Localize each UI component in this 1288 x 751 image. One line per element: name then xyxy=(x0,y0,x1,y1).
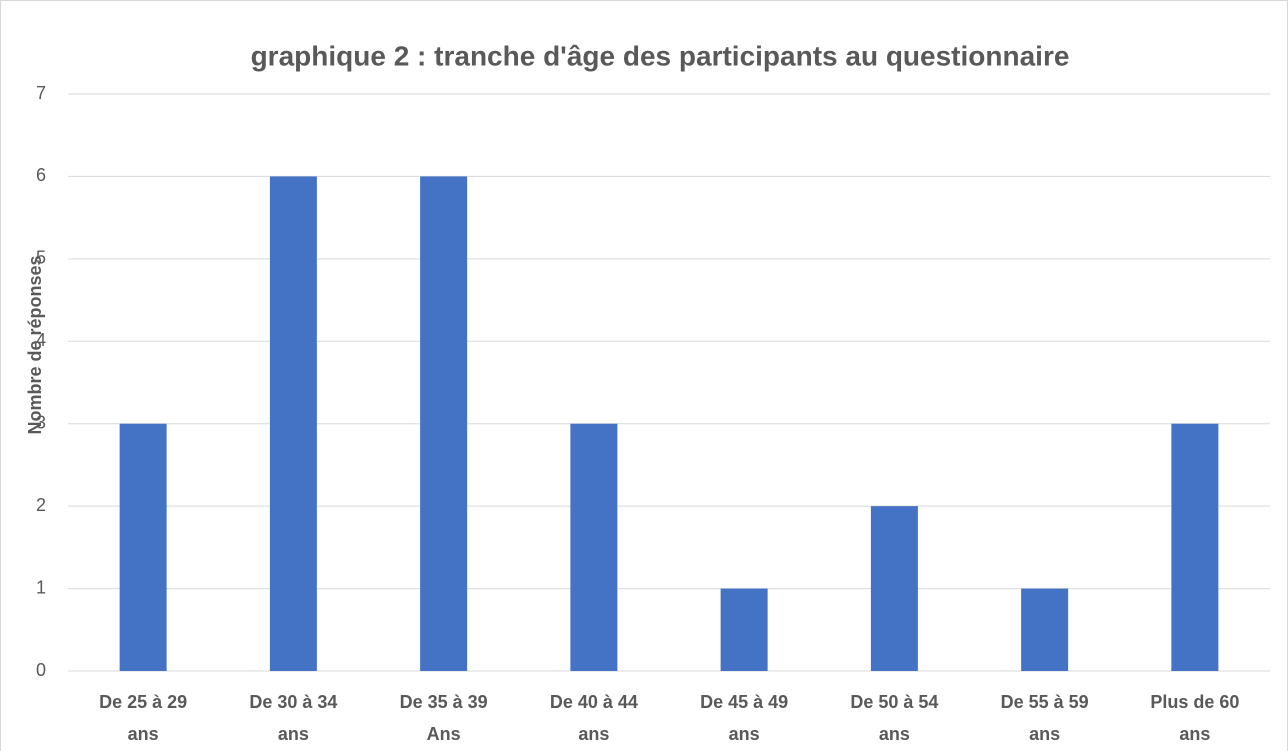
y-tick-label: 1 xyxy=(36,577,46,597)
x-tick-label: De 35 à 39 Ans xyxy=(400,692,488,744)
bar xyxy=(720,588,768,671)
y-tick-label: 0 xyxy=(36,660,46,680)
y-tick-label: 3 xyxy=(36,412,46,432)
bar xyxy=(570,423,618,671)
y-tick-label: 2 xyxy=(36,495,46,515)
bar xyxy=(870,506,918,671)
bar xyxy=(119,423,167,671)
bar xyxy=(1171,423,1219,671)
bar xyxy=(420,176,468,671)
y-axis-label: Nombre de réponses xyxy=(25,255,45,434)
bar xyxy=(269,176,317,671)
bar xyxy=(1021,588,1069,671)
x-tick-label: De 40 à 44 ans xyxy=(550,692,638,744)
chart-title: graphique 2 : tranche d'âge des particip… xyxy=(251,40,1070,71)
x-tick-label: De 25 à 29 ans xyxy=(99,692,187,744)
x-tick-label: De 55 à 59 ans xyxy=(1001,692,1089,744)
x-tick-label: Plus de 60 ans xyxy=(1150,692,1239,744)
y-tick-label: 7 xyxy=(36,83,46,103)
y-tick-label: 4 xyxy=(36,330,46,350)
y-tick-label: 5 xyxy=(36,248,46,268)
x-tick-label: De 30 à 34 ans xyxy=(249,692,337,744)
y-tick-label: 6 xyxy=(36,165,46,185)
x-tick-label: De 45 à 49 ans xyxy=(700,692,788,744)
x-tick-label: De 50 à 54 ans xyxy=(850,692,938,744)
